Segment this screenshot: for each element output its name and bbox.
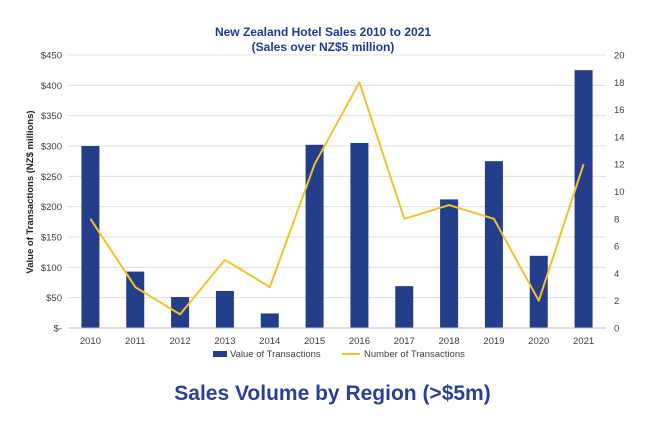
- bar-2020: [529, 255, 548, 328]
- y-tick-label: $-: [54, 324, 62, 335]
- y2-tick-label: 2: [614, 296, 619, 307]
- bar-2012: [171, 297, 190, 328]
- bar-2011: [126, 271, 145, 328]
- y2-tick-label: 16: [614, 105, 625, 116]
- y2-tick-label: 20: [614, 51, 625, 62]
- chart-title: New Zealand Hotel Sales 2010 to 2021: [215, 25, 431, 39]
- y2-tick-label: 14: [614, 132, 625, 143]
- y-tick-label: $100: [41, 263, 62, 274]
- legend: Value of Transactions Number of Transacti…: [213, 349, 465, 360]
- x-tick-label: 2011: [125, 336, 145, 347]
- y-axis-title: Value of Transactions (NZ$ millions): [25, 110, 36, 273]
- legend-label-value: Value of Transactions: [230, 349, 321, 360]
- y2-tick-label: 12: [614, 160, 625, 171]
- legend-swatch-bar: [213, 351, 227, 357]
- y2-tick-label: 6: [614, 242, 619, 253]
- x-tick-label: 2017: [394, 336, 415, 347]
- axes: $- $50 $100 $150 $200 $250 $300 $350 $400 $450 0 2 4…: [41, 51, 625, 348]
- bar-2013: [215, 290, 234, 328]
- bar-2021: [574, 70, 593, 329]
- hotel-sales-chart: New Zealand Hotel Sales 2010 to 2021 (Sa…: [25, 25, 625, 360]
- transactions-line: [89, 81, 585, 316]
- bar-2019: [484, 161, 503, 328]
- y2-tick-label: 10: [614, 187, 625, 198]
- y-tick-label: $250: [41, 172, 62, 183]
- x-tick-label: 2018: [439, 336, 460, 347]
- bar-2015: [305, 144, 324, 328]
- section-heading: Sales Volume by Region (>$5m): [174, 382, 491, 405]
- y2-tick-label: 0: [614, 324, 619, 335]
- x-tick-label: 2019: [483, 336, 504, 347]
- x-tick-label: 2010: [80, 336, 101, 347]
- y-tick-label: $300: [41, 142, 62, 153]
- bar-2018: [440, 199, 459, 328]
- chart-subtitle: (Sales over NZ$5 million): [252, 40, 395, 54]
- y-tick-label: $450: [41, 51, 62, 62]
- bar-2016: [350, 142, 369, 328]
- x-tick-label: 2021: [573, 336, 594, 347]
- line-series: [89, 81, 585, 316]
- y-tick-label: $350: [41, 111, 62, 122]
- x-tick-label: 2015: [304, 336, 325, 347]
- gridlines: [68, 54, 606, 299]
- bar-2017: [395, 286, 414, 328]
- bar-series: [81, 70, 593, 329]
- bar-2014: [260, 313, 279, 328]
- x-tick-label: 2016: [349, 336, 370, 347]
- y-tick-label: $150: [41, 233, 62, 244]
- x-tick-label: 2014: [259, 336, 280, 347]
- x-tick-label: 2020: [528, 336, 549, 347]
- x-tick-label: 2013: [214, 336, 235, 347]
- legend-label-number: Number of Transactions: [364, 349, 465, 360]
- y2-tick-label: 4: [614, 269, 619, 280]
- y-tick-label: $50: [46, 293, 62, 304]
- y-tick-label: $400: [41, 81, 62, 92]
- bar-2010: [81, 146, 100, 328]
- x-tick-label: 2012: [170, 336, 191, 347]
- y2-tick-label: 18: [614, 78, 625, 89]
- y2-tick-label: 8: [614, 214, 619, 225]
- y-tick-label: $200: [41, 202, 62, 213]
